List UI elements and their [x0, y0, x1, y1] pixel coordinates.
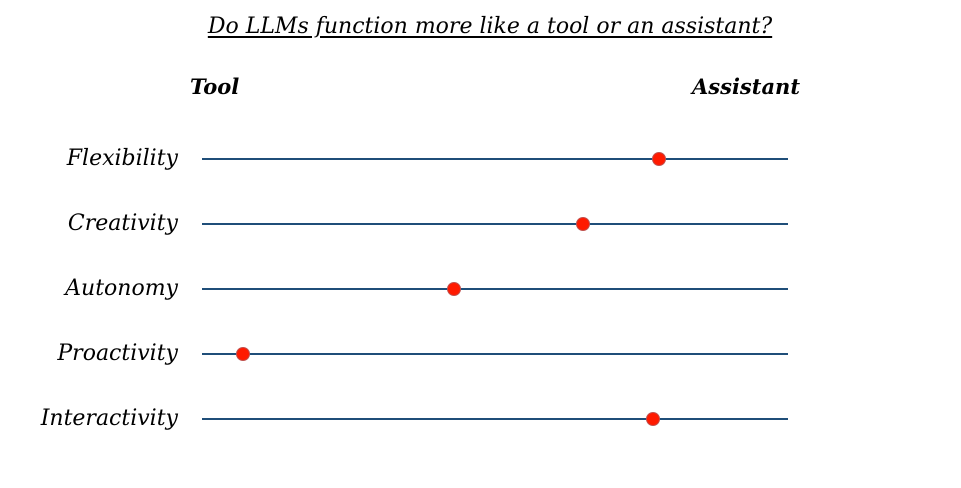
row-label: Autonomy — [65, 276, 178, 301]
position-marker — [575, 217, 590, 231]
scale-line — [202, 353, 788, 355]
position-marker — [236, 347, 251, 361]
diagram-title: Do LLMs function more like a tool or an … — [207, 14, 773, 39]
position-marker — [446, 282, 461, 296]
row-label: Proactivity — [57, 341, 178, 366]
scale-line — [202, 223, 788, 225]
scale-line — [202, 288, 788, 290]
scale-right-label: Assistant — [692, 74, 801, 99]
row-label: Creativity — [67, 211, 178, 236]
position-marker — [646, 412, 661, 426]
scale-row-proactivity: Proactivity — [0, 342, 961, 366]
scale-row-autonomy: Autonomy — [0, 277, 961, 301]
position-marker — [652, 152, 667, 166]
scale-row-flexibility: Flexibility — [0, 147, 961, 171]
scale-line — [202, 418, 788, 420]
scale-row-interactivity: Interactivity — [0, 407, 961, 431]
row-label: Interactivity — [40, 406, 178, 431]
scale-left-label: Tool — [190, 74, 240, 99]
row-label: Flexibility — [66, 146, 178, 171]
scale-row-creativity: Creativity — [0, 212, 961, 236]
scale-line — [202, 158, 788, 160]
